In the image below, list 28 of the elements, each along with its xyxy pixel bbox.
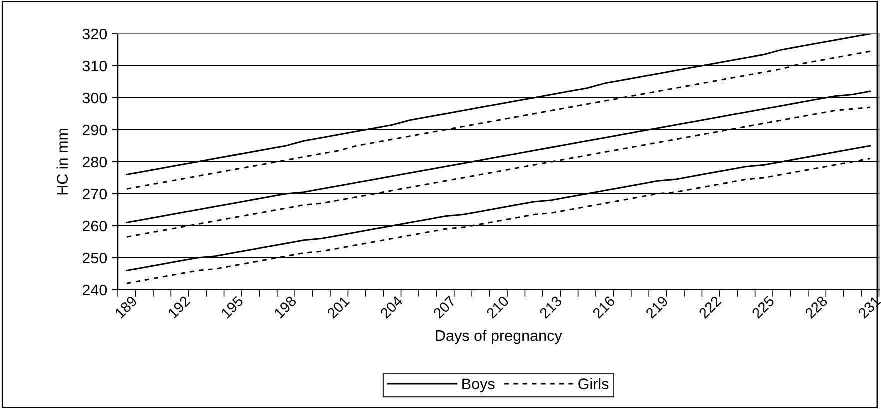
x-tick-label: 222 bbox=[698, 296, 722, 319]
y-tick-label: 250 bbox=[82, 252, 108, 264]
x-tick-label: 204 bbox=[380, 295, 404, 320]
x-tick-label: 213 bbox=[539, 296, 563, 320]
legend-label: Boys bbox=[462, 378, 495, 393]
x-tick-label: 231 bbox=[858, 296, 881, 320]
y-tick-label: 240 bbox=[82, 284, 108, 296]
x-tick-label: 192 bbox=[168, 296, 191, 319]
y-tick-label: 280 bbox=[82, 156, 108, 168]
y-tick-label: 260 bbox=[82, 220, 108, 232]
y-tick-label: 270 bbox=[82, 188, 108, 200]
x-axis-title: Days of pregnancy bbox=[436, 330, 562, 344]
y-tick-label: 290 bbox=[82, 124, 108, 136]
x-tick-label: 201 bbox=[326, 296, 350, 320]
x-tick-label: 210 bbox=[486, 296, 510, 320]
legend-label: Girls bbox=[578, 378, 609, 390]
y-tick-label: 310 bbox=[82, 60, 108, 72]
x-tick-label: 216 bbox=[592, 296, 616, 320]
x-tick-label: 189 bbox=[114, 296, 138, 319]
x-tick-label: 228 bbox=[804, 296, 828, 320]
y-tick-label: 300 bbox=[82, 92, 108, 104]
x-tick-label: 225 bbox=[752, 296, 776, 320]
x-tick-label: 207 bbox=[432, 296, 456, 320]
y-axis-title: HC in mm bbox=[56, 129, 68, 195]
y-tick-label: 320 bbox=[82, 28, 108, 40]
x-tick-label: 198 bbox=[274, 296, 298, 319]
x-tick-label: 219 bbox=[645, 296, 669, 320]
x-tick-label: 195 bbox=[220, 296, 244, 319]
